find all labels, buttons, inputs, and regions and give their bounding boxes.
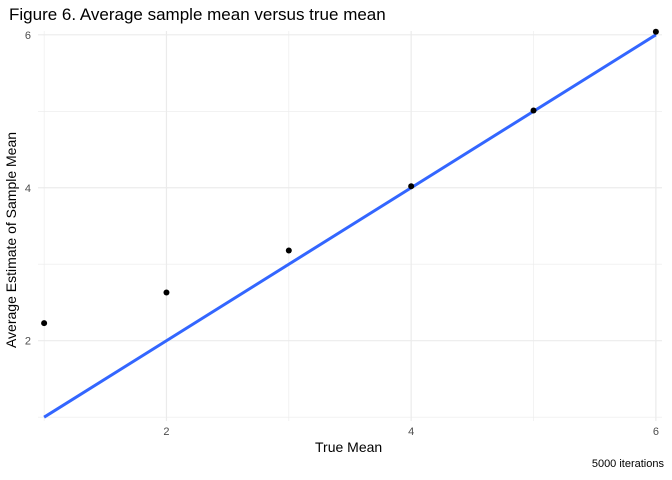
x-tick-label: 2 bbox=[163, 426, 169, 438]
data-point bbox=[652, 28, 659, 35]
reference-line-layer bbox=[43, 33, 657, 419]
data-point bbox=[163, 289, 170, 296]
chart-caption: 5000 iterations bbox=[591, 458, 664, 470]
y-tick-label: 4 bbox=[25, 183, 31, 195]
x-axis-label: True Mean bbox=[315, 439, 383, 455]
data-point bbox=[285, 247, 292, 254]
x-tick-label: 4 bbox=[408, 426, 414, 438]
x-tick-label: 6 bbox=[653, 426, 659, 438]
y-tick-label: 2 bbox=[25, 336, 31, 348]
chart-title: Figure 6. Average sample mean versus tru… bbox=[9, 5, 386, 24]
reference-line bbox=[43, 33, 657, 419]
data-point bbox=[530, 107, 537, 114]
y-axis-ticks: 2 4 6 bbox=[25, 30, 31, 348]
data-point bbox=[41, 320, 48, 327]
grid-lines bbox=[38, 31, 662, 421]
data-point bbox=[408, 183, 415, 190]
x-axis-ticks: 2 4 6 bbox=[163, 426, 659, 438]
data-points bbox=[41, 28, 659, 327]
y-tick-label: 6 bbox=[25, 30, 31, 42]
